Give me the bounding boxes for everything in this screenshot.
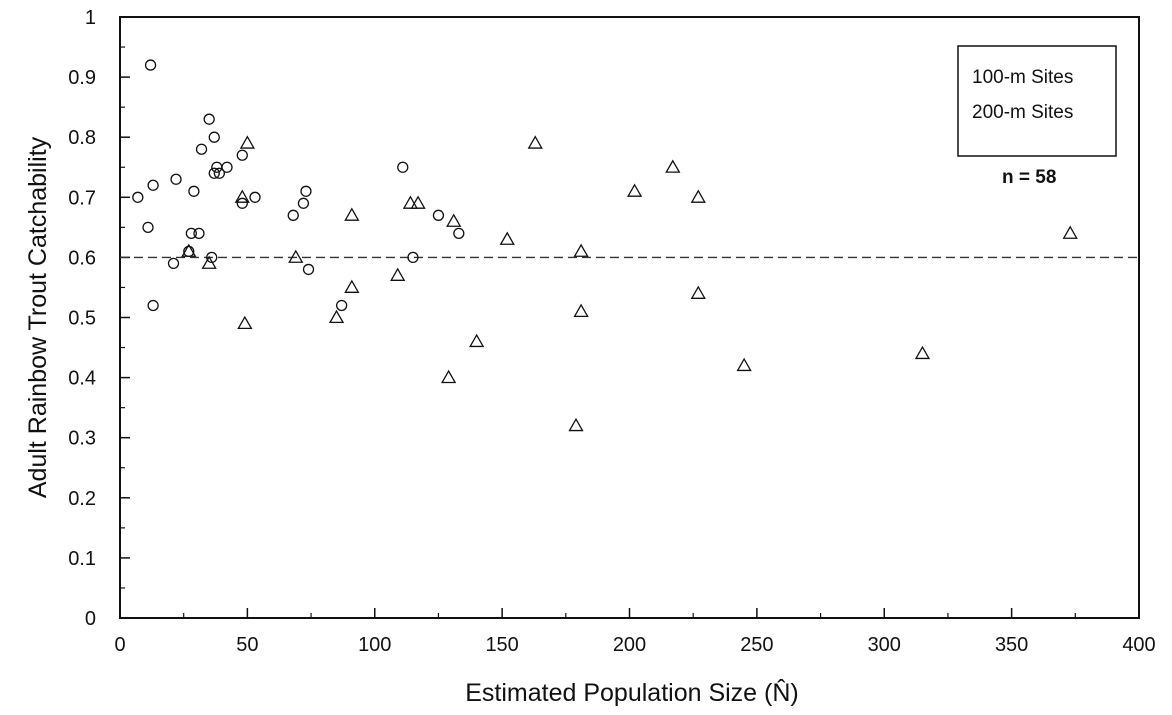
legend-label-200m: 200-m Sites — [972, 102, 1073, 123]
point-100m-site — [167, 257, 180, 270]
point-100m-site — [208, 131, 220, 143]
point-100m-site — [213, 167, 226, 179]
point-100m-site — [142, 221, 154, 234]
point-100m-site — [302, 263, 315, 276]
y-tick-label: 0.1 — [68, 548, 96, 570]
sample-size-annotation: n = 58 — [1002, 167, 1056, 188]
point-200m-site — [573, 303, 589, 318]
point-200m-site — [446, 213, 462, 227]
point-200m-site — [410, 195, 426, 209]
point-200m-site — [288, 249, 304, 263]
point-200m-site — [469, 333, 485, 348]
point-200m-site — [690, 285, 706, 299]
point-200m-site — [499, 231, 515, 245]
point-100m-site — [170, 173, 182, 185]
point-200m-site — [568, 417, 584, 432]
x-tick-label: 350 — [995, 634, 1028, 656]
legend: 100-m Sites 200-m Sites — [957, 45, 1117, 157]
y-tick-label: 0 — [85, 608, 96, 630]
x-tick-label: 50 — [236, 634, 258, 656]
point-200m-site — [665, 159, 681, 173]
data-points — [132, 59, 1078, 432]
point-100m-site — [193, 227, 205, 240]
point-200m-site — [441, 369, 457, 384]
point-100m-site — [297, 197, 310, 209]
point-100m-site — [203, 113, 215, 125]
x-tick-label: 200 — [613, 634, 646, 656]
point-100m-site — [287, 209, 299, 221]
x-tick-label: 300 — [868, 634, 901, 656]
point-100m-site — [208, 167, 220, 179]
point-200m-site — [181, 243, 197, 257]
point-200m-site — [237, 315, 253, 330]
legend-label-100m: 100-m Sites — [972, 67, 1073, 88]
y-tick-label: 1 — [85, 7, 96, 29]
x-tick-label: 100 — [358, 634, 391, 656]
point-100m-site — [236, 149, 248, 161]
point-200m-site — [1062, 225, 1078, 239]
y-axis-title: Adult Rainbow Trout Catchability — [24, 136, 52, 498]
point-200m-site — [573, 243, 589, 257]
point-100m-site — [185, 227, 197, 240]
point-100m-site — [397, 161, 409, 173]
y-tick-label: 0.4 — [68, 368, 96, 390]
y-tick-label: 0.3 — [68, 428, 96, 450]
x-axis-title: Estimated Population Size (N̂) — [465, 678, 798, 707]
x-tick-label: 0 — [114, 634, 125, 656]
legend-box — [957, 45, 1117, 157]
y-tick-label: 0.5 — [68, 308, 96, 330]
point-100m-site — [188, 185, 200, 197]
point-200m-site — [328, 309, 345, 324]
point-100m-site — [221, 161, 233, 173]
point-200m-site — [234, 189, 250, 203]
y-tick-label: 0.2 — [68, 488, 96, 510]
point-200m-site — [402, 195, 419, 209]
point-100m-site — [144, 59, 157, 71]
x-tick-label: 400 — [1122, 634, 1155, 656]
y-tick-label: 0.8 — [68, 127, 96, 149]
point-100m-site — [407, 251, 419, 264]
point-200m-site — [239, 135, 255, 149]
point-200m-site — [914, 345, 931, 360]
point-100m-site — [147, 179, 159, 191]
y-tick-label: 0.9 — [68, 67, 96, 89]
x-tick-label: 150 — [485, 634, 518, 656]
x-tick-label: 250 — [740, 634, 773, 656]
point-100m-site — [432, 209, 445, 221]
point-100m-site — [147, 299, 159, 312]
point-200m-site — [390, 267, 406, 281]
x-axis: 0 50 100 150 200 250 300 350 400 — [114, 608, 1156, 656]
point-100m-site — [211, 161, 223, 173]
point-100m-site — [236, 197, 248, 209]
point-200m-site — [344, 279, 360, 293]
point-100m-site — [453, 227, 465, 240]
point-200m-site — [201, 255, 217, 269]
point-200m-site — [626, 183, 643, 197]
point-200m-site — [736, 357, 752, 372]
point-100m-site — [249, 191, 261, 203]
point-100m-site — [195, 143, 208, 155]
point-200m-site — [527, 135, 543, 149]
point-100m-site — [300, 185, 312, 197]
point-100m-site — [132, 191, 144, 203]
point-200m-site — [344, 207, 360, 221]
y-tick-label: 0.6 — [68, 247, 96, 269]
y-tick-label: 0.7 — [68, 187, 96, 209]
point-200m-site — [690, 189, 706, 203]
point-100m-site — [335, 299, 348, 312]
